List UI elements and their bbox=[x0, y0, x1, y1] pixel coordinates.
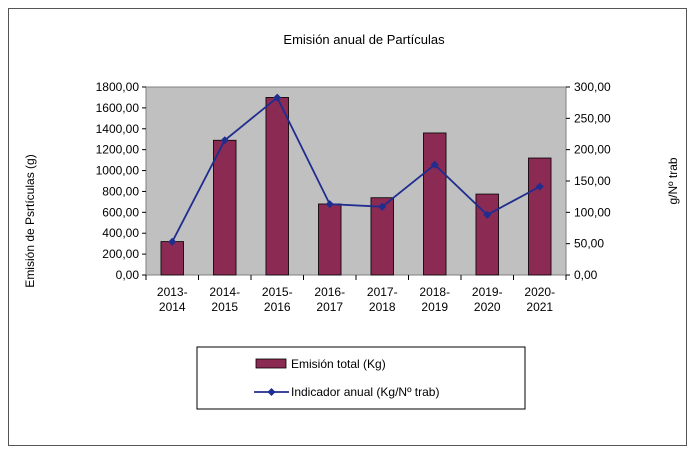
x-tick-label: 2013-2014 bbox=[157, 285, 188, 314]
y-tick-label: 600,00 bbox=[102, 205, 139, 219]
bar-series bbox=[160, 97, 552, 276]
bar bbox=[475, 193, 499, 276]
y2-tick-label: 0,00 bbox=[574, 268, 598, 282]
y-tick-label: 1000,00 bbox=[96, 164, 140, 178]
y-axis-right: 0,00 50,00 100,00 150,00 200,00 250,00 300,00 bbox=[566, 80, 611, 282]
plot-area bbox=[145, 86, 567, 276]
bar bbox=[423, 132, 447, 276]
line-series bbox=[168, 93, 544, 246]
bar bbox=[160, 241, 184, 276]
bar bbox=[370, 197, 394, 276]
legend: Emisión total (Kg) Indicador anual (Kg/N… bbox=[196, 346, 526, 410]
y-axis-left-label: Emisión de Psrtículas (g) bbox=[23, 154, 37, 287]
y-tick-label: 0,00 bbox=[116, 268, 140, 282]
y-tick-label: 1800,00 bbox=[96, 80, 140, 94]
x-tick-label: 2015-2016 bbox=[262, 285, 293, 314]
line-point bbox=[378, 202, 387, 211]
y-tick-label: 1600,00 bbox=[96, 101, 140, 115]
y2-tick-label: 250,00 bbox=[574, 111, 611, 125]
x-tick-label: 2014-2015 bbox=[209, 285, 240, 314]
bar bbox=[213, 139, 237, 276]
line-point bbox=[325, 200, 334, 209]
line-point bbox=[483, 210, 492, 219]
bar bbox=[318, 203, 342, 276]
y2-tick-label: 200,00 bbox=[574, 143, 611, 157]
legend-bar-swatch bbox=[255, 358, 287, 369]
y-axis-left: 0,00 200,00 400,00 600,00 800,00 1000,00 1200,… bbox=[96, 80, 146, 282]
x-tick-label: 2020-2021 bbox=[524, 285, 555, 314]
y-axis-right-label: g/Nº trab bbox=[666, 157, 680, 204]
series-line bbox=[171, 96, 541, 243]
y-tick-label: 1200,00 bbox=[96, 143, 140, 157]
line-point bbox=[220, 136, 229, 145]
bar bbox=[265, 97, 289, 276]
y2-tick-label: 100,00 bbox=[574, 205, 611, 219]
x-tick-label: 2018-2019 bbox=[419, 285, 450, 314]
line-point bbox=[430, 160, 439, 169]
y-tick-label: 1400,00 bbox=[96, 122, 140, 136]
x-tick-label: 2017-2018 bbox=[367, 285, 398, 314]
y2-tick-label: 50,00 bbox=[574, 237, 604, 251]
chart-title: Emisión anual de Partículas bbox=[283, 32, 445, 47]
chart-frame: Emisión anual de Partículas 0,00 200,00 40… bbox=[8, 8, 687, 446]
y2-tick-label: 150,00 bbox=[574, 174, 611, 188]
line-point bbox=[273, 93, 282, 102]
line-point bbox=[168, 237, 177, 246]
legend-line-marker bbox=[267, 388, 276, 396]
y2-tick-label: 300,00 bbox=[574, 80, 611, 94]
legend-bar-label: Emisión total (Kg) bbox=[291, 357, 386, 371]
x-tick-label: 2019-2020 bbox=[472, 285, 503, 314]
chart: Emisión anual de Partículas 0,00 200,00 40… bbox=[23, 32, 680, 410]
y-tick-label: 200,00 bbox=[102, 247, 139, 261]
y-tick-label: 400,00 bbox=[102, 226, 139, 240]
legend-line-label: Indicador anual (Kg/Nº trab) bbox=[291, 385, 439, 399]
x-tick-label: 2016-2017 bbox=[314, 285, 345, 314]
bar bbox=[528, 157, 552, 276]
x-axis: 2013-2014 2014-2015 2015-2016 2016-2017 2017… bbox=[145, 275, 567, 314]
line-point bbox=[535, 182, 544, 191]
legend-box bbox=[196, 346, 526, 410]
y-tick-label: 800,00 bbox=[102, 184, 139, 198]
